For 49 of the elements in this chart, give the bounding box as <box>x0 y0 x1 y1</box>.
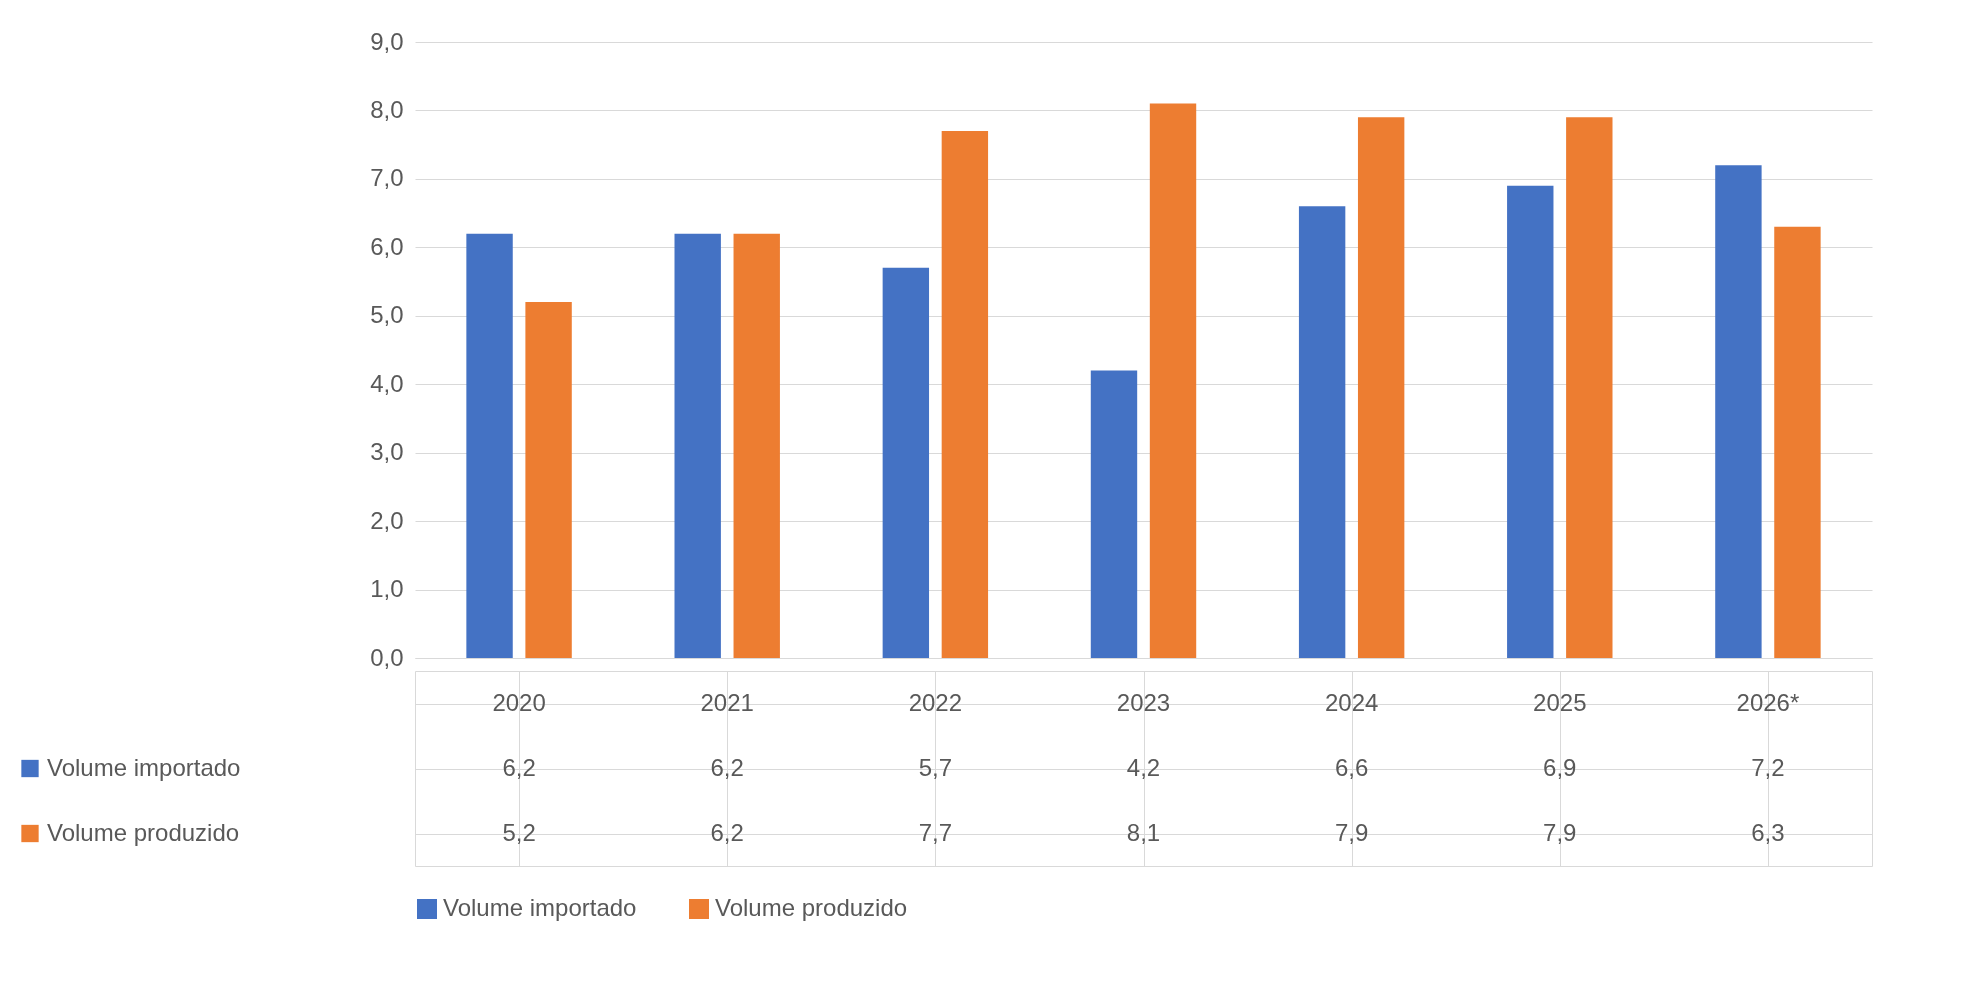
bar <box>941 130 989 658</box>
data-label: 6,2 <box>502 753 536 781</box>
x-tick-label: 2025 <box>1533 688 1587 716</box>
y-tick-label: 8,0 <box>370 95 404 123</box>
legend-label: Volume importado <box>443 894 637 921</box>
y-tick-label: 5,0 <box>370 301 404 329</box>
data-label: 7,9 <box>1543 818 1577 846</box>
bar <box>466 233 513 658</box>
x-tick-label: 2020 <box>492 688 546 716</box>
legend-label: Volume produzido <box>715 894 908 921</box>
x-tick-label: 2024 <box>1324 688 1379 716</box>
bar <box>525 302 572 658</box>
text: Volume importado <box>47 753 241 781</box>
data-label: 6,2 <box>710 753 744 781</box>
data-label: 6,9 <box>1543 753 1577 781</box>
data-label: 8,1 <box>1126 818 1161 846</box>
y-tick-label: 6,0 <box>370 232 404 260</box>
x-tick-label: 2021 <box>700 688 754 716</box>
bar <box>1774 226 1821 658</box>
bar <box>1149 103 1197 658</box>
bar <box>674 233 721 658</box>
text: Volume produzido <box>47 818 240 846</box>
y-tick-label: 3,0 <box>370 438 404 466</box>
bar <box>1566 117 1613 658</box>
data-label: 6,6 <box>1334 753 1369 781</box>
data-label: 7,9 <box>1334 818 1369 846</box>
data-label: 5,7 <box>918 753 953 781</box>
y-tick-label: 1,0 <box>370 575 404 603</box>
bar <box>733 233 780 658</box>
bar <box>1298 206 1346 658</box>
y-tick-label: 4,0 <box>370 369 404 397</box>
data-label: 4,2 <box>1126 753 1161 781</box>
bar <box>1507 185 1554 658</box>
x-tick-label: 2023 <box>1116 688 1171 716</box>
y-tick-label: 9,0 <box>370 27 404 55</box>
data-label: 7,2 <box>1751 753 1785 781</box>
bar <box>882 267 930 658</box>
bar <box>1715 165 1762 658</box>
x-tick-label: 2022 <box>908 688 963 716</box>
data-label: 6,3 <box>1751 818 1785 846</box>
data-label: 7,7 <box>918 818 953 846</box>
y-tick-label: 0,0 <box>370 643 404 671</box>
data-label: 5,2 <box>502 818 536 846</box>
bar <box>1090 370 1138 658</box>
data-label: 6,2 <box>710 818 744 846</box>
y-tick-label: 2,0 <box>370 506 404 534</box>
y-tick-label: 7,0 <box>370 164 404 192</box>
x-tick-label: 2026* <box>1736 688 1800 716</box>
bar <box>1357 117 1405 658</box>
